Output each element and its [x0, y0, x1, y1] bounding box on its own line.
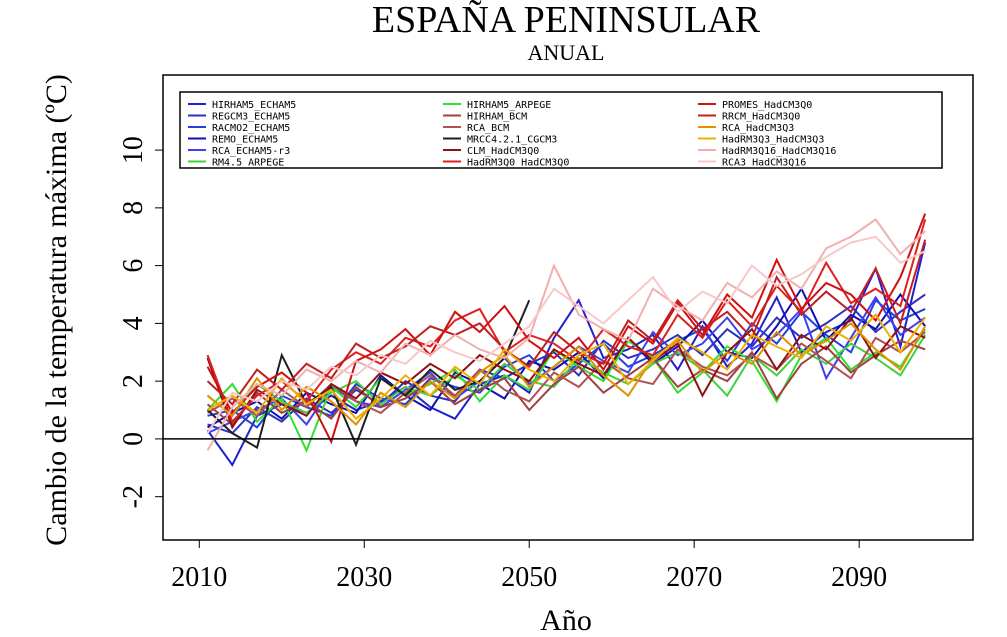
legend-label: HadRM3Q16_HadCM3Q16: [722, 146, 836, 157]
y-tick-label: 6: [118, 259, 149, 273]
x-tick-label: 2090: [831, 562, 887, 593]
legend-label: REGCM3_ECHAM5: [212, 112, 290, 123]
legend-label: CLM_HadCM3Q0: [467, 146, 539, 157]
y-tick-label: 10: [118, 136, 149, 164]
x-tick-label: 2050: [501, 562, 557, 593]
legend-label: RCA_ECHAM5-r3: [212, 146, 290, 157]
y-axis-label: Cambio de la temperatura máxima (ºC): [40, 74, 73, 546]
y-tick-label: -2: [118, 485, 149, 508]
legend-label: RACMO2_ECHAM5: [212, 123, 290, 134]
legend-label: HIRHAM5_ARPEGE: [467, 100, 551, 111]
plot-frame: [162, 74, 974, 541]
series-line: [206, 235, 926, 434]
legend-label: HadRM3Q3_HadCM3Q3: [722, 135, 824, 146]
chart-title: ESPAÑA PENINSULAR: [372, 0, 761, 41]
x-tick-label: 2070: [666, 562, 722, 593]
series-line: [207, 293, 926, 435]
legend-label: RM4.5_ARPEGE: [212, 158, 284, 169]
series-line: [207, 313, 926, 421]
y-tick-label: 0: [118, 432, 149, 446]
series-line: [206, 218, 926, 451]
x-tick-label: 2030: [336, 562, 392, 593]
legend-label: MRCC4.2.1_CGCM3: [467, 135, 557, 146]
legend-label: HIRHAM5_ECHAM5: [212, 100, 296, 111]
legend-label: RCA3_HadCM3Q16: [722, 158, 806, 169]
legend-box: [179, 91, 943, 169]
y-tick-label: 2: [118, 374, 149, 388]
series-line: [206, 299, 531, 450]
legend-label: HadRM3Q0_HadCM3Q0: [467, 158, 569, 169]
series-line: [206, 213, 927, 445]
legend-label: REMO_ECHAM5: [212, 135, 278, 146]
lines: [206, 213, 927, 467]
x-axis-label: Año: [540, 604, 592, 637]
y-tick-label: 8: [118, 201, 149, 215]
legend-label: RCA_HadCM3Q3: [722, 123, 794, 134]
legend-label: RCA_BCM: [467, 123, 509, 134]
legend-label: RRCM_HadCM3Q0: [722, 112, 800, 123]
series-line: [206, 239, 927, 406]
series-line: [207, 286, 926, 429]
legend-label: HIRHAM_BCM: [467, 112, 527, 123]
x-tick-label: 2010: [171, 562, 227, 593]
legend-label: PROMES_HadCM3Q0: [722, 100, 812, 111]
series-line: [206, 339, 926, 426]
y-tick-label: 4: [118, 316, 149, 330]
chart-subtitle: ANUAL: [528, 40, 605, 65]
